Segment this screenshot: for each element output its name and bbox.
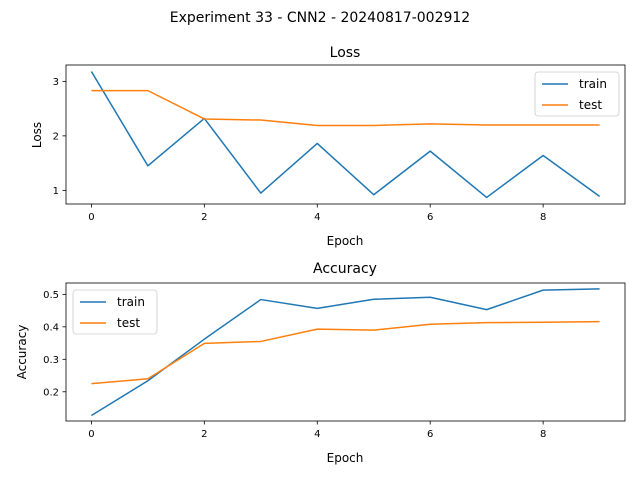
accuracy-legend-label-test: test xyxy=(117,316,140,330)
accuracy-y-axis-label: Accuracy xyxy=(15,325,29,380)
accuracy-x-axis-label: Epoch xyxy=(327,451,364,465)
loss-x-tick-label: 4 xyxy=(314,212,320,223)
loss-series-group xyxy=(90,71,601,199)
accuracy-chart: Accuracy Epoch Accuracy 0 2 4 6 8 0.2 0.3 0.4 0.… xyxy=(15,261,626,465)
accuracy-y-tick-label: 0.2 xyxy=(43,387,59,398)
accuracy-y-tick-label: 0.3 xyxy=(43,355,59,366)
loss-y-tick-label: 3 xyxy=(53,77,59,88)
accuracy-chart-title: Accuracy xyxy=(313,261,377,277)
loss-x-tick-label: 0 xyxy=(88,212,94,223)
accuracy-y-tick-label: 0.4 xyxy=(43,322,59,333)
loss-y-axis-label: Loss xyxy=(30,122,44,148)
loss-legend-label-test: test xyxy=(579,98,602,112)
loss-y-tick-label: 2 xyxy=(53,131,59,142)
accuracy-x-tick-label: 6 xyxy=(427,429,433,440)
loss-chart-title: Loss xyxy=(330,45,361,61)
accuracy-x-tick-label: 0 xyxy=(88,429,94,440)
accuracy-x-tick-label: 4 xyxy=(314,429,320,440)
loss-x-tick-label: 2 xyxy=(201,212,207,223)
accuracy-x-tick-label: 2 xyxy=(201,429,207,440)
loss-legend-label-train: train xyxy=(579,77,607,91)
accuracy-x-tick-label: 8 xyxy=(540,429,546,440)
loss-x-axis-label: Epoch xyxy=(327,234,364,248)
accuracy-y-tick-label: 0.5 xyxy=(43,290,59,301)
loss-y-tick-label: 1 xyxy=(53,186,59,197)
loss-series-line-train xyxy=(90,71,601,199)
accuracy-series-line-test xyxy=(91,320,600,385)
loss-plot-frame xyxy=(65,64,626,205)
accuracy-legend-label-train: train xyxy=(117,295,145,309)
accuracy-series-line-train xyxy=(91,288,600,417)
loss-x-tick-label: 6 xyxy=(427,212,433,223)
loss-legend: train test xyxy=(534,71,620,117)
accuracy-series-group xyxy=(91,288,600,417)
loss-chart: Loss Epoch Loss 0 2 4 6 8 1 2 3 train test xyxy=(30,45,626,248)
accuracy-plot-frame xyxy=(65,282,626,422)
accuracy-legend: train test xyxy=(72,289,158,335)
figure-title: Experiment 33 - CNN2 - 20240817-002912 xyxy=(170,10,470,26)
loss-x-tick-label: 8 xyxy=(540,212,546,223)
loss-series-line-test xyxy=(91,89,600,127)
